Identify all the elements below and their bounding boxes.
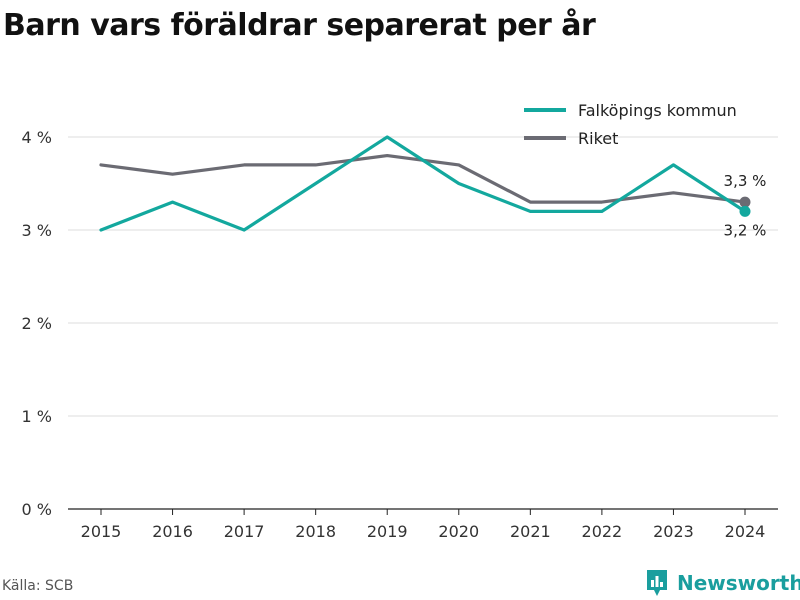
x-tick-label: 2016 xyxy=(152,522,193,541)
grid-layer xyxy=(68,136,778,417)
x-tick-label: 2017 xyxy=(224,522,265,541)
end-label-falkoping: 3,2 % xyxy=(724,221,767,239)
axis-layer: 0 % 1 % 2 % 3 % 4 % 2015 2016 2017 2018 2019 2020 2… xyxy=(22,128,778,541)
legend: Falköpings kommun Riket xyxy=(524,101,737,148)
series-line-riket xyxy=(99,154,747,204)
series-endpoint-falkoping xyxy=(739,205,751,217)
chart-title: Barn vars föräldrar separerat per år xyxy=(3,8,596,43)
series-endpoint-riket xyxy=(739,196,751,208)
series-line-falkoping xyxy=(99,135,747,232)
brand-name: Newsworthy xyxy=(677,571,800,595)
y-tick-label: 4 % xyxy=(22,128,52,147)
x-tick-label: 2018 xyxy=(295,522,336,541)
end-label-riket: 3,3 % xyxy=(724,172,767,190)
x-tick-label: 2019 xyxy=(367,522,408,541)
x-tick-label: 2015 xyxy=(81,522,122,541)
x-tick-label: 2023 xyxy=(653,522,694,541)
y-tick-label: 1 % xyxy=(22,407,52,426)
y-tick-label: 3 % xyxy=(22,221,52,240)
series-layer: 3,3 % 3,2 % xyxy=(99,135,767,239)
y-tick-label: 0 % xyxy=(22,500,52,519)
source-note: Källa: SCB xyxy=(2,578,74,594)
y-tick-label: 2 % xyxy=(22,314,52,333)
x-tick-label: 2020 xyxy=(438,522,479,541)
x-tick-label: 2024 xyxy=(725,522,766,541)
legend-label: Falköpings kommun xyxy=(578,101,737,120)
x-tick-label: 2022 xyxy=(582,522,623,541)
legend-label: Riket xyxy=(578,129,618,148)
x-tick-label: 2021 xyxy=(510,522,551,541)
newsworthy-logo[interactable]: Newsworthy xyxy=(645,568,800,598)
newsworthy-logo-icon xyxy=(647,570,667,596)
